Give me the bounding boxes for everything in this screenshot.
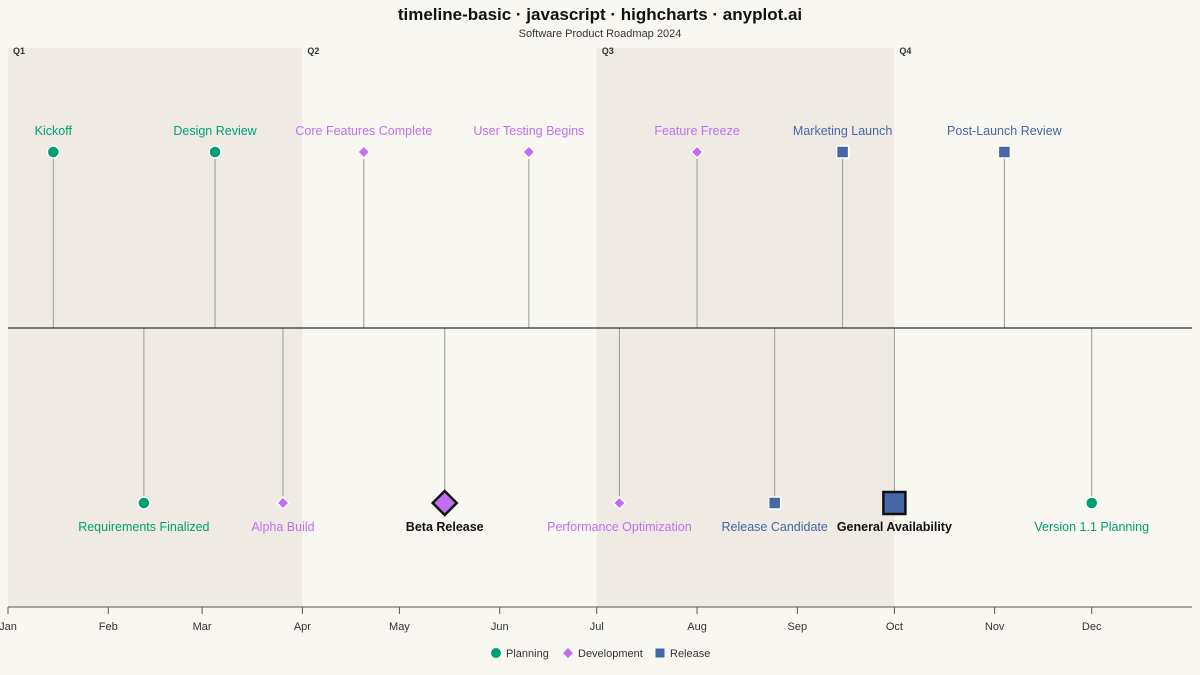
event-label: Design Review bbox=[173, 124, 257, 138]
event-marker-square bbox=[835, 145, 850, 159]
event-marker-diamond bbox=[356, 144, 371, 160]
legend-label: Release bbox=[670, 648, 710, 660]
legend-symbol-square bbox=[655, 648, 665, 658]
x-tick-label: May bbox=[389, 621, 410, 633]
event-label: Requirements Finalized bbox=[78, 520, 209, 534]
x-tick-label: Mar bbox=[193, 621, 212, 633]
event-markers bbox=[46, 144, 1099, 517]
event-marker-square bbox=[997, 145, 1012, 159]
x-tick-label: Aug bbox=[687, 621, 707, 633]
event-marker-square bbox=[767, 496, 782, 510]
x-tick-label: Jun bbox=[491, 621, 509, 633]
event-marker-diamond bbox=[275, 495, 291, 511]
x-tick-label: Dec bbox=[1082, 621, 1102, 633]
x-tick-label: Jan bbox=[0, 621, 17, 633]
event-marker-diamond bbox=[430, 489, 459, 517]
chart-title: timeline-basic · javascript · highcharts… bbox=[397, 5, 803, 24]
event-label: Version 1.1 Planning bbox=[1034, 520, 1149, 534]
event-label: Alpha Build bbox=[251, 520, 314, 534]
event-label: Feature Freeze bbox=[654, 124, 740, 138]
event-label: Post-Launch Review bbox=[947, 124, 1063, 138]
event-label: Performance Optimization bbox=[547, 520, 692, 534]
x-tick-label: Apr bbox=[294, 621, 311, 633]
event-marker-diamond bbox=[689, 144, 705, 160]
legend-item-release[interactable]: Release bbox=[655, 648, 711, 660]
event-label: Kickoff bbox=[35, 124, 73, 138]
quarter-label: Q4 bbox=[899, 46, 911, 56]
x-tick-label: Jul bbox=[590, 621, 604, 633]
x-tick-label: Nov bbox=[985, 621, 1005, 633]
event-label: Beta Release bbox=[406, 520, 484, 534]
legend-symbol-circle bbox=[491, 648, 501, 658]
legend-label: Development bbox=[578, 648, 643, 660]
legend[interactable]: Planning Development Release bbox=[491, 648, 710, 660]
event-label: Marketing Launch bbox=[793, 124, 892, 138]
legend-symbol-diamond bbox=[563, 648, 573, 658]
event-marker-diamond bbox=[521, 144, 536, 160]
event-marker-diamond bbox=[612, 495, 627, 511]
x-tick-label: Oct bbox=[886, 621, 903, 633]
event-labels: Kickoff Requirements Finalized Design Revi… bbox=[35, 124, 1149, 534]
x-tick-label: Feb bbox=[99, 621, 118, 633]
event-marker-circle bbox=[137, 496, 151, 510]
quarter-label: Q1 bbox=[13, 46, 25, 56]
event-label: Core Features Complete bbox=[295, 124, 432, 138]
quarter-label: Q3 bbox=[602, 46, 614, 56]
event-marker-circle bbox=[1084, 496, 1099, 510]
legend-label: Planning bbox=[506, 648, 549, 660]
legend-item-planning[interactable]: Planning bbox=[491, 648, 549, 660]
event-stems bbox=[52, 152, 1093, 503]
event-marker-circle bbox=[208, 145, 222, 159]
quarter-label: Q2 bbox=[307, 46, 319, 56]
event-label: User Testing Begins bbox=[473, 124, 584, 138]
event-label: General Availability bbox=[837, 520, 952, 534]
event-marker-square bbox=[882, 490, 907, 516]
event-label: Release Candidate bbox=[722, 520, 828, 534]
x-tick-label: Sep bbox=[788, 621, 808, 633]
timeline-axis: Jan Feb Mar Apr May Jun Jul Aug Sep Oct Nov Dec bbox=[0, 327, 1192, 633]
chart-subtitle: Software Product Roadmap 2024 bbox=[518, 28, 682, 40]
legend-item-development[interactable]: Development bbox=[563, 648, 643, 660]
event-marker-circle bbox=[46, 145, 61, 159]
